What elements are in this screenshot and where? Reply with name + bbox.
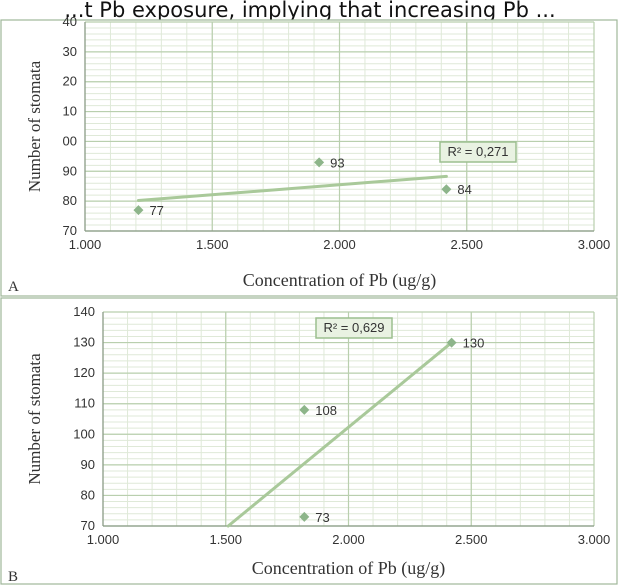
panel-b-x-tick-label: 3.000 [578,532,611,547]
panel-b-y-tick-label: 140 [73,304,95,319]
panel-a-y-tick-label: 20 [63,74,77,89]
panel-a-data-label: 77 [149,203,163,218]
panel-a-data-point [133,205,144,216]
panel-b-data-point [299,511,310,522]
panel-a-data-point [441,184,452,195]
panel-b-x-tick-label: 1.500 [209,532,242,547]
panel-a-y-tick-label: 80 [63,193,77,208]
panel-b-x-tick-label: 1.000 [87,532,120,547]
panel-a-x-tick-label: 2.500 [450,237,483,252]
panel-a-trendline [136,174,448,203]
panel-b-x-axis-title: Concentration of Pb (ug/g) [252,558,445,579]
panel-b-data-label: 73 [315,510,329,525]
panel-a-r2-label: R² = 0,271 [447,144,508,159]
panel-b-y-tick-label: 110 [74,396,95,411]
panel-a-x-tick-label: 1.500 [196,237,229,252]
panel-b-y-tick-label: 80 [81,487,95,502]
panel-a-r2-box [439,141,517,163]
panel-a-x-tick-label: 1.000 [69,237,102,252]
panel-b-data-point [446,337,457,348]
panel-b-y-tick-label: 100 [73,426,95,441]
panel-a-y-tick-label: 00 [63,133,77,148]
panel-b-panel-label: B [8,569,18,585]
panel-b-data-point [299,404,310,415]
panel-a-y-tick-label: 90 [63,163,77,178]
panel-b-r2-box [315,317,393,339]
panel-a-y-tick-label: 10 [63,104,77,119]
panel-b-trendline [226,341,454,528]
panel-a-y-tick-label: 30 [63,44,77,59]
panel-a-y-axis-title: Number of stomata [25,60,44,192]
panel-b-y-tick-label: 90 [81,457,95,472]
panel-b-y-tick-label: 120 [73,365,95,380]
panel-b-data-label: 108 [315,403,337,418]
panel-a-x-axis-title: Concentration of Pb (ug/g) [243,270,436,291]
panel-b-x-tick-label: 2.500 [455,532,488,547]
panel-a-y-tick-label: 40 [63,14,77,29]
panel-b-y-tick-label: 70 [81,518,95,533]
panel-a-frame [0,19,618,297]
panel-b-data-label: 130 [463,336,485,351]
panel-a-x-tick-label: 2.000 [323,237,356,252]
panel-b-y-tick-label: 130 [73,335,95,350]
panel-b-x-tick-label: 2.000 [332,532,365,547]
panel-b-y-axis-title: Number of stomata [25,353,44,485]
panel-b-frame [0,297,618,585]
panel-b-r2-label: R² = 0,629 [323,320,384,335]
header-text-fragment: ...t Pb exposure, implying that increasi… [64,0,556,22]
panel-a-data-label: 93 [330,155,344,170]
panel-a-panel-label: A [8,279,19,295]
panel-a-y-tick-label: 70 [63,223,77,238]
panel-a-data-point [314,157,325,168]
panel-a-x-tick-label: 3.000 [578,237,611,252]
panel-a-data-label: 84 [457,182,471,197]
